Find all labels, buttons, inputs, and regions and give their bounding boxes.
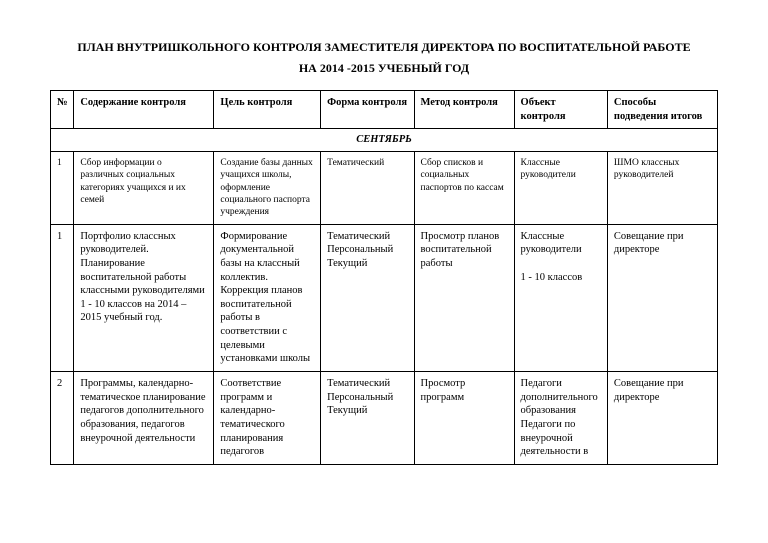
page-subtitle: НА 2014 -2015 УЧЕБНЫЙ ГОД xyxy=(50,61,718,76)
month-label: СЕНТЯБРЬ xyxy=(51,129,718,152)
control-plan-table: № Содержание контроля Цель контроля Форм… xyxy=(50,90,718,465)
table-header-row: № Содержание контроля Цель контроля Форм… xyxy=(51,91,718,129)
table-row: 2Программы, календарно-тематическое план… xyxy=(51,372,718,465)
cell-num: 2 xyxy=(51,372,74,465)
cell-content: Сбор информации о различных социальных к… xyxy=(74,151,214,224)
col-form: Форма контроля xyxy=(321,91,414,129)
col-goal: Цель контроля xyxy=(214,91,321,129)
table-row: 1Портфолио классных руководителей. Плани… xyxy=(51,224,718,371)
cell-content: Программы, календарно-тематическое плани… xyxy=(74,372,214,465)
cell-goal: Формирование документальной базы на клас… xyxy=(214,224,321,371)
cell-method: Просмотр программ xyxy=(414,372,514,465)
cell-content: Портфолио классных руководителей. Планир… xyxy=(74,224,214,371)
month-row: СЕНТЯБРЬ xyxy=(51,129,718,152)
cell-goal: Создание базы данных учащихся школы, офо… xyxy=(214,151,321,224)
cell-object: Классные руководители xyxy=(514,151,607,224)
cell-num: 1 xyxy=(51,224,74,371)
cell-result: Совещание при директоре xyxy=(607,224,717,371)
cell-object: Педагоги дополнительного образования Пед… xyxy=(514,372,607,465)
cell-method: Сбор списков и социальных паспортов по к… xyxy=(414,151,514,224)
cell-form: Тематический Персональный Текущий xyxy=(321,372,414,465)
col-result: Способы подведения итогов xyxy=(607,91,717,129)
cell-form: Тематический Персональный Текущий xyxy=(321,224,414,371)
col-method: Метод контроля xyxy=(414,91,514,129)
cell-result: Совещание при директоре xyxy=(607,372,717,465)
cell-object: Классные руководители 1 - 10 классов xyxy=(514,224,607,371)
col-content: Содержание контроля xyxy=(74,91,214,129)
table-row: 1Сбор информации о различных социальных … xyxy=(51,151,718,224)
cell-num: 1 xyxy=(51,151,74,224)
cell-result: ШМО классных руководителей xyxy=(607,151,717,224)
cell-method: Просмотр планов воспитательной работы xyxy=(414,224,514,371)
cell-form: Тематический xyxy=(321,151,414,224)
cell-goal: Соответствие программ и календарно-темат… xyxy=(214,372,321,465)
col-object: Объект контроля xyxy=(514,91,607,129)
col-num: № xyxy=(51,91,74,129)
page-title: ПЛАН ВНУТРИШКОЛЬНОГО КОНТРОЛЯ ЗАМЕСТИТЕЛ… xyxy=(50,40,718,55)
